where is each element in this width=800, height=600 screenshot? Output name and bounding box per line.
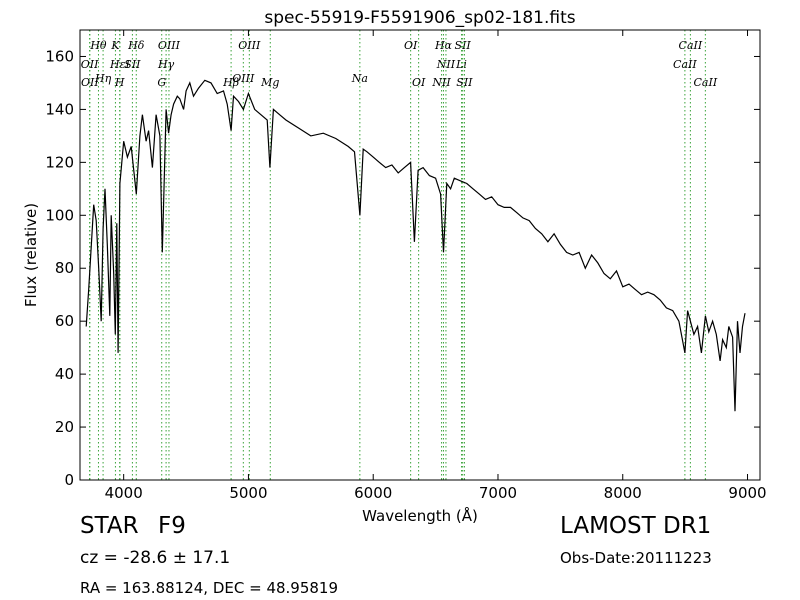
- spectral-line-label: Hγ: [157, 58, 175, 71]
- y-tick-label: 140: [45, 100, 74, 118]
- spectral-line-label: OIII: [232, 72, 255, 85]
- spectral-line-label: CaII: [673, 58, 697, 71]
- x-tick-label: 7000: [479, 484, 517, 502]
- survey-name: LAMOST DR1: [560, 513, 712, 539]
- spectral-line-label: Na: [351, 72, 368, 85]
- spectral-line-label: NII: [431, 76, 451, 89]
- y-tick-label: 20: [55, 418, 74, 436]
- spectral-line-label: OII: [81, 76, 99, 89]
- object-subclass: F9: [158, 513, 186, 539]
- spectral-line-label: SII: [456, 76, 473, 89]
- y-tick-label: 60: [55, 312, 74, 330]
- spectrum-series-line: [85, 79, 746, 412]
- spectral-line-label: OIII: [238, 39, 261, 52]
- y-tick-label: 80: [55, 259, 74, 277]
- spectral-line-label: HεI: [109, 58, 130, 71]
- spectral-line-label: Li: [455, 58, 467, 71]
- x-tick-label: 9000: [728, 484, 766, 502]
- x-axis-label: Wavelength (Å): [362, 506, 478, 525]
- spectral-line-label: G: [157, 76, 166, 89]
- spectral-line-label: OII: [81, 58, 99, 71]
- x-tick-label: 6000: [354, 484, 392, 502]
- spectral-line-label: K: [110, 39, 120, 52]
- spectral-line-label: NII: [436, 58, 456, 71]
- spectral-line-label: CaII: [679, 39, 703, 52]
- redshift-cz: cz = -28.6 ± 17.1: [80, 548, 231, 568]
- y-tick-label: 0: [64, 471, 74, 489]
- spectral-line-label: OI: [404, 39, 418, 52]
- spectral-line-label: Hβ: [222, 76, 239, 89]
- y-tick-label: 40: [55, 365, 74, 383]
- spectral-line-label: OIII: [158, 39, 181, 52]
- y-tick-label: 100: [45, 206, 74, 224]
- x-tick-label: 5000: [229, 484, 267, 502]
- observation-date: Obs-Date:20111223: [560, 549, 712, 567]
- spectral-line-label: SII: [124, 58, 141, 71]
- y-tick-label: 120: [45, 153, 74, 171]
- x-tick-label: 8000: [604, 484, 642, 502]
- spectral-line-label: Hθ: [89, 39, 107, 52]
- spectral-line-label: Hδ: [127, 39, 145, 52]
- y-axis-label: Flux (relative): [22, 203, 40, 307]
- spectral-line-label: Hη: [94, 72, 112, 85]
- spectral-line-label: Mg: [260, 76, 279, 89]
- spectral-line-label: Hα: [434, 39, 453, 52]
- axis-ticks-layer: 4000 5000 6000 7000 8000 9000 0 20 40 60 80 100 120 1…: [45, 30, 767, 502]
- plot-frame: [79, 29, 761, 481]
- chart-title: spec-55919-F5591906_sp02-181.fits: [264, 8, 575, 28]
- spectral-line-label: CaII: [694, 76, 718, 89]
- spectral-line-label: OI: [412, 76, 426, 89]
- y-tick-label: 160: [45, 47, 74, 65]
- spectral-line-label: H: [114, 76, 125, 89]
- object-class: STAR: [80, 513, 139, 539]
- x-tick-label: 4000: [105, 484, 143, 502]
- ra-dec: RA = 163.88124, DEC = 48.95819: [80, 579, 339, 597]
- spectral-line-label: SII: [455, 39, 472, 52]
